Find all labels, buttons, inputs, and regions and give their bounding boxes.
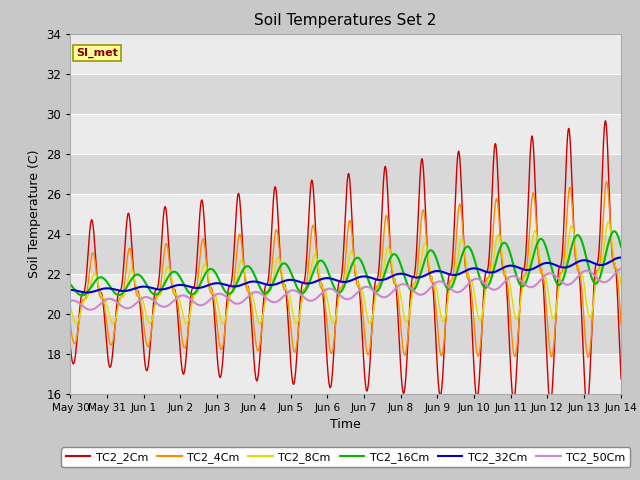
TC2_32Cm	[67, 287, 74, 293]
TC2_2Cm	[399, 390, 407, 396]
TC2_8Cm	[252, 309, 260, 315]
TC2_50Cm	[252, 289, 260, 295]
TC2_2Cm	[67, 345, 74, 350]
TC2_8Cm	[574, 263, 582, 269]
Text: SI_met: SI_met	[76, 48, 118, 58]
TC2_50Cm	[67, 298, 74, 304]
TC2_2Cm	[574, 263, 582, 268]
TC2_2Cm	[252, 375, 260, 381]
TC2_32Cm	[252, 279, 260, 285]
Y-axis label: Soil Temperature (C): Soil Temperature (C)	[28, 149, 41, 278]
TC2_8Cm	[125, 271, 133, 277]
TC2_4Cm	[125, 246, 133, 252]
TC2_16Cm	[78, 293, 86, 299]
TC2_16Cm	[400, 271, 408, 276]
TC2_32Cm	[125, 288, 133, 293]
TC2_50Cm	[541, 273, 549, 278]
TC2_8Cm	[541, 272, 549, 278]
Title: Soil Temperatures Set 2: Soil Temperatures Set 2	[255, 13, 436, 28]
Bar	[70, 354, 621, 394]
TC2_32Cm	[83, 289, 91, 295]
TC2_16Cm	[125, 280, 133, 286]
TC2_32Cm	[541, 260, 549, 266]
TC2_4Cm	[541, 285, 548, 291]
Line: TC2_50Cm: TC2_50Cm	[70, 266, 640, 310]
TC2_8Cm	[72, 321, 80, 326]
Bar	[70, 313, 621, 354]
TC2_32Cm	[574, 259, 582, 264]
TC2_16Cm	[252, 276, 260, 281]
TC2_50Cm	[125, 305, 133, 311]
TC2_8Cm	[67, 304, 74, 310]
TC2_4Cm	[252, 339, 260, 345]
TC2_50Cm	[574, 274, 582, 279]
TC2_50Cm	[400, 281, 408, 287]
TC2_16Cm	[541, 242, 549, 248]
Line: TC2_32Cm: TC2_32Cm	[70, 255, 640, 292]
Legend: TC2_2Cm, TC2_4Cm, TC2_8Cm, TC2_16Cm, TC2_32Cm, TC2_50Cm: TC2_2Cm, TC2_4Cm, TC2_8Cm, TC2_16Cm, TC2…	[61, 447, 630, 467]
X-axis label: Time: Time	[330, 418, 361, 431]
Bar	[70, 154, 621, 193]
TC2_16Cm	[67, 281, 74, 287]
Bar	[70, 34, 621, 73]
Line: TC2_4Cm: TC2_4Cm	[70, 176, 640, 358]
Bar	[70, 73, 621, 114]
TC2_2Cm	[125, 212, 133, 217]
Line: TC2_16Cm: TC2_16Cm	[70, 228, 640, 296]
TC2_32Cm	[400, 271, 408, 277]
Bar	[70, 114, 621, 154]
TC2_4Cm	[621, 355, 628, 360]
TC2_16Cm	[574, 232, 582, 238]
TC2_2Cm	[638, 110, 640, 116]
TC2_50Cm	[86, 307, 94, 312]
Bar	[70, 234, 621, 274]
Line: TC2_8Cm: TC2_8Cm	[70, 218, 640, 324]
Line: TC2_2Cm: TC2_2Cm	[70, 113, 640, 408]
TC2_2Cm	[620, 405, 628, 410]
TC2_2Cm	[541, 311, 548, 317]
TC2_4Cm	[574, 268, 582, 274]
TC2_4Cm	[399, 348, 407, 354]
Bar	[70, 193, 621, 234]
Bar	[70, 274, 621, 313]
TC2_4Cm	[67, 323, 74, 328]
TC2_8Cm	[400, 311, 408, 317]
